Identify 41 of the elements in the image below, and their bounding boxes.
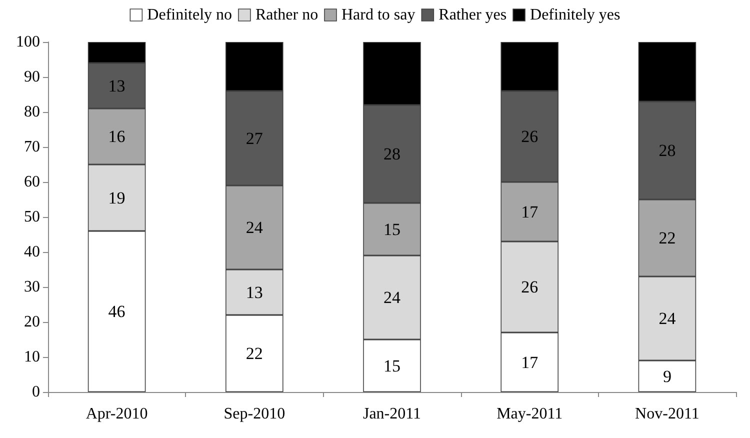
data-label: 24 — [246, 218, 264, 237]
legend-label: Definitely yes — [530, 6, 620, 24]
data-label: 26 — [521, 127, 538, 146]
y-tick-label: 40 — [24, 244, 40, 260]
data-label: 27 — [246, 128, 264, 148]
legend-label: Rather no — [255, 6, 318, 24]
y-tick-label: 60 — [24, 174, 40, 190]
y-tick-label: 30 — [24, 278, 40, 296]
y-tick-label: 20 — [24, 314, 40, 330]
y-tick-label: 10 — [24, 348, 40, 366]
legend-label: Rather yes — [438, 6, 507, 24]
x-tick-label: Jan-2011 — [362, 406, 422, 422]
data-label: 28 — [384, 144, 400, 164]
data-label: 24 — [658, 309, 676, 328]
data-label: 9 — [662, 366, 672, 386]
y-tick-label: 0 — [32, 384, 40, 400]
legend-label: Hard to say — [341, 6, 416, 24]
data-label: 15 — [384, 356, 400, 376]
data-label: 22 — [246, 344, 263, 363]
y-tick-label: 80 — [24, 104, 40, 120]
data-label: 46 — [108, 302, 126, 321]
data-label: 13 — [246, 282, 263, 302]
y-tick-label: 90 — [24, 68, 40, 86]
x-tick-label: Apr-2010 — [86, 406, 148, 422]
legend-label: Definitely no — [147, 6, 232, 24]
data-label: 19 — [108, 188, 126, 208]
data-label: 26 — [521, 278, 538, 296]
y-tick-label: 70 — [24, 138, 40, 156]
data-label: 28 — [658, 141, 676, 160]
x-tick-label: May-2011 — [496, 406, 563, 422]
data-label: 17 — [521, 202, 539, 222]
data-label: 15 — [384, 220, 400, 239]
x-tick-label: Sep-2010 — [224, 406, 286, 422]
data-label: 16 — [108, 127, 126, 146]
x-tick-label: Nov-2011 — [635, 406, 700, 422]
y-tick-label: 50 — [24, 208, 40, 226]
data-label: 13 — [108, 76, 126, 96]
data-label: 22 — [658, 228, 676, 248]
data-label: 24 — [384, 288, 401, 307]
data-label: 17 — [521, 352, 539, 372]
y-tick-label: 100 — [16, 34, 40, 50]
